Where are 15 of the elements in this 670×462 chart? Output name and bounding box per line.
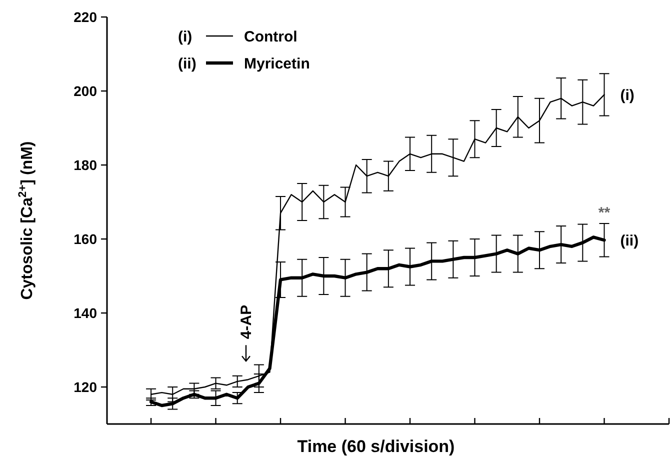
y-tick-label: 120 bbox=[74, 378, 98, 395]
y-tick-label: 160 bbox=[74, 230, 98, 247]
annotation: 4-AP bbox=[238, 304, 256, 340]
text: (i) bbox=[620, 86, 634, 104]
annotation: ** bbox=[598, 204, 610, 222]
y-tick-label: 140 bbox=[74, 304, 98, 321]
y-tick-label: 220 bbox=[74, 8, 98, 25]
y-tick-label: 200 bbox=[74, 82, 98, 99]
legend-label: Control bbox=[244, 28, 298, 46]
annotation: (i) bbox=[178, 28, 192, 46]
x-axis-title: Time (60 s/division) bbox=[297, 437, 455, 456]
y-tick-label: 180 bbox=[74, 156, 98, 173]
legend-label: Myricetin bbox=[244, 55, 310, 72]
text: (ii) bbox=[620, 232, 639, 250]
annotation: (ii) bbox=[178, 55, 196, 72]
